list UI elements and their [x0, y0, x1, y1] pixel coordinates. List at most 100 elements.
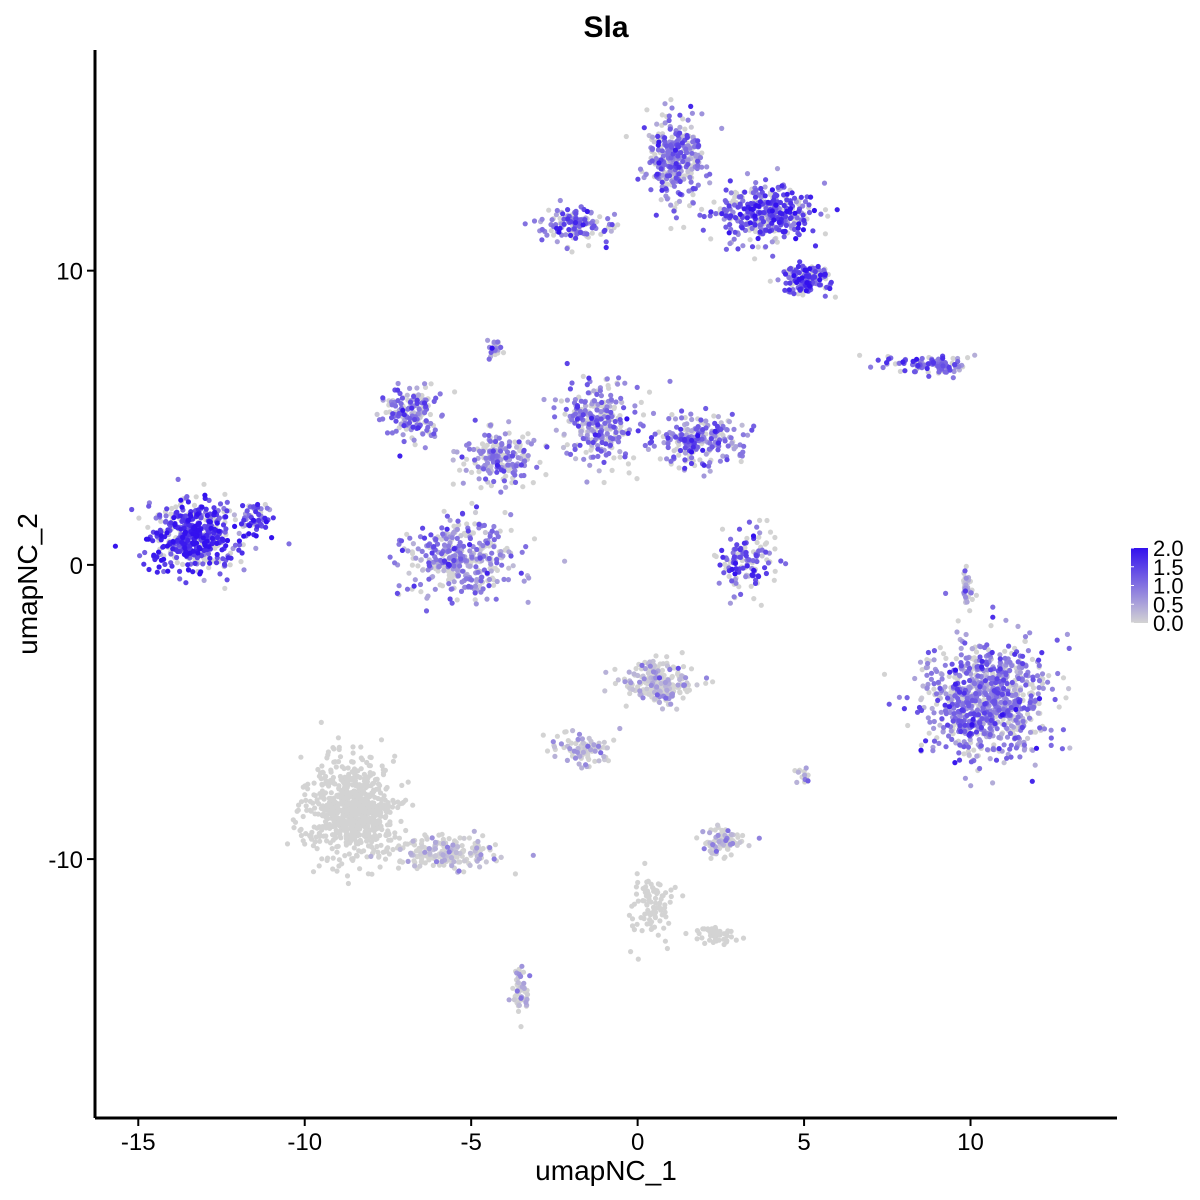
cell-point — [591, 388, 597, 394]
cell-point — [163, 518, 169, 525]
cell-point — [687, 174, 693, 180]
cell-point — [759, 553, 765, 559]
cell-point — [701, 473, 707, 479]
cell-point — [494, 469, 500, 475]
cell-point — [456, 543, 462, 549]
cell-point — [316, 773, 322, 779]
cell-point — [647, 917, 653, 923]
cell-point — [737, 554, 743, 560]
cell-point — [1012, 701, 1018, 707]
cell-point — [324, 802, 330, 808]
cell-point — [251, 504, 257, 510]
cell-point — [475, 464, 481, 470]
cell-point — [946, 733, 952, 739]
cell-point — [1041, 726, 1048, 732]
cell-point — [531, 536, 538, 542]
cell-point — [454, 567, 460, 573]
cell-point — [503, 484, 509, 490]
cell-point — [931, 681, 937, 687]
cell-point — [400, 432, 406, 438]
cell-point — [224, 499, 230, 505]
cell-point — [641, 676, 647, 682]
cell-point — [753, 180, 759, 186]
cell-point — [316, 824, 322, 830]
cell-point — [646, 691, 652, 697]
cell-point — [728, 831, 735, 838]
cell-point — [206, 565, 212, 571]
cell-point — [741, 443, 747, 449]
cell-point — [407, 535, 413, 541]
cell-point — [168, 551, 174, 557]
cell-point — [541, 396, 547, 403]
cell-point — [414, 385, 420, 391]
cell-point — [971, 747, 977, 753]
cell-point — [754, 558, 760, 565]
cell-point — [1002, 648, 1008, 654]
cell-point — [669, 105, 675, 111]
cell-point — [668, 164, 674, 170]
cell-point — [480, 448, 486, 454]
cell-point — [491, 523, 497, 530]
cell-point — [461, 835, 467, 841]
cell-point — [385, 845, 391, 851]
cell-point — [756, 534, 762, 540]
cell-point — [329, 846, 335, 852]
cell-point — [822, 231, 829, 237]
cell-point — [729, 440, 735, 446]
cell-point — [606, 450, 612, 457]
cell-point — [608, 409, 614, 415]
cell-point — [635, 956, 641, 962]
cell-point — [294, 808, 300, 814]
cell-point — [937, 685, 943, 692]
cell-point — [437, 391, 443, 397]
cell-point — [469, 577, 475, 583]
cell-point — [945, 695, 951, 701]
cell-point — [638, 399, 644, 405]
cell-point — [231, 512, 237, 518]
cell-point — [358, 744, 364, 750]
cell-point — [652, 152, 658, 158]
cell-point — [749, 427, 755, 433]
cell-point — [476, 469, 482, 475]
cell-point — [344, 795, 350, 801]
cell-point — [954, 629, 960, 635]
cell-point — [783, 561, 789, 567]
cell-point — [461, 869, 467, 875]
cell-point — [509, 453, 516, 459]
cell-point — [431, 544, 437, 550]
cell-point — [343, 776, 349, 782]
cell-point — [1049, 686, 1055, 692]
cell-point — [344, 827, 350, 834]
cell-point — [688, 666, 695, 672]
cell-point — [694, 928, 701, 934]
cell-point — [633, 884, 640, 890]
cell-point — [399, 395, 405, 401]
cell-point — [290, 817, 296, 823]
cell-point — [331, 759, 337, 765]
cell-point — [1001, 722, 1007, 728]
cell-point — [418, 859, 424, 865]
cell-point — [615, 677, 621, 683]
cell-point — [984, 661, 990, 668]
cell-point — [367, 763, 373, 769]
cell-point — [328, 790, 334, 796]
cell-point — [1048, 742, 1054, 749]
cell-point — [931, 738, 938, 744]
cell-point — [420, 525, 426, 531]
cell-point — [461, 543, 467, 549]
cell-point — [444, 844, 451, 850]
cell-point — [1004, 755, 1010, 761]
cell-point — [1022, 634, 1029, 640]
cell-point — [395, 799, 401, 805]
cell-point — [499, 442, 505, 448]
cell-point — [1025, 735, 1031, 742]
cell-point — [367, 793, 373, 799]
cell-point — [1023, 672, 1029, 678]
cell-point — [439, 525, 445, 531]
cell-point — [671, 665, 678, 671]
cell-point — [669, 134, 675, 140]
cell-point — [733, 546, 739, 552]
cell-point — [467, 548, 473, 554]
cell-point — [495, 534, 501, 540]
cell-point — [238, 559, 244, 565]
